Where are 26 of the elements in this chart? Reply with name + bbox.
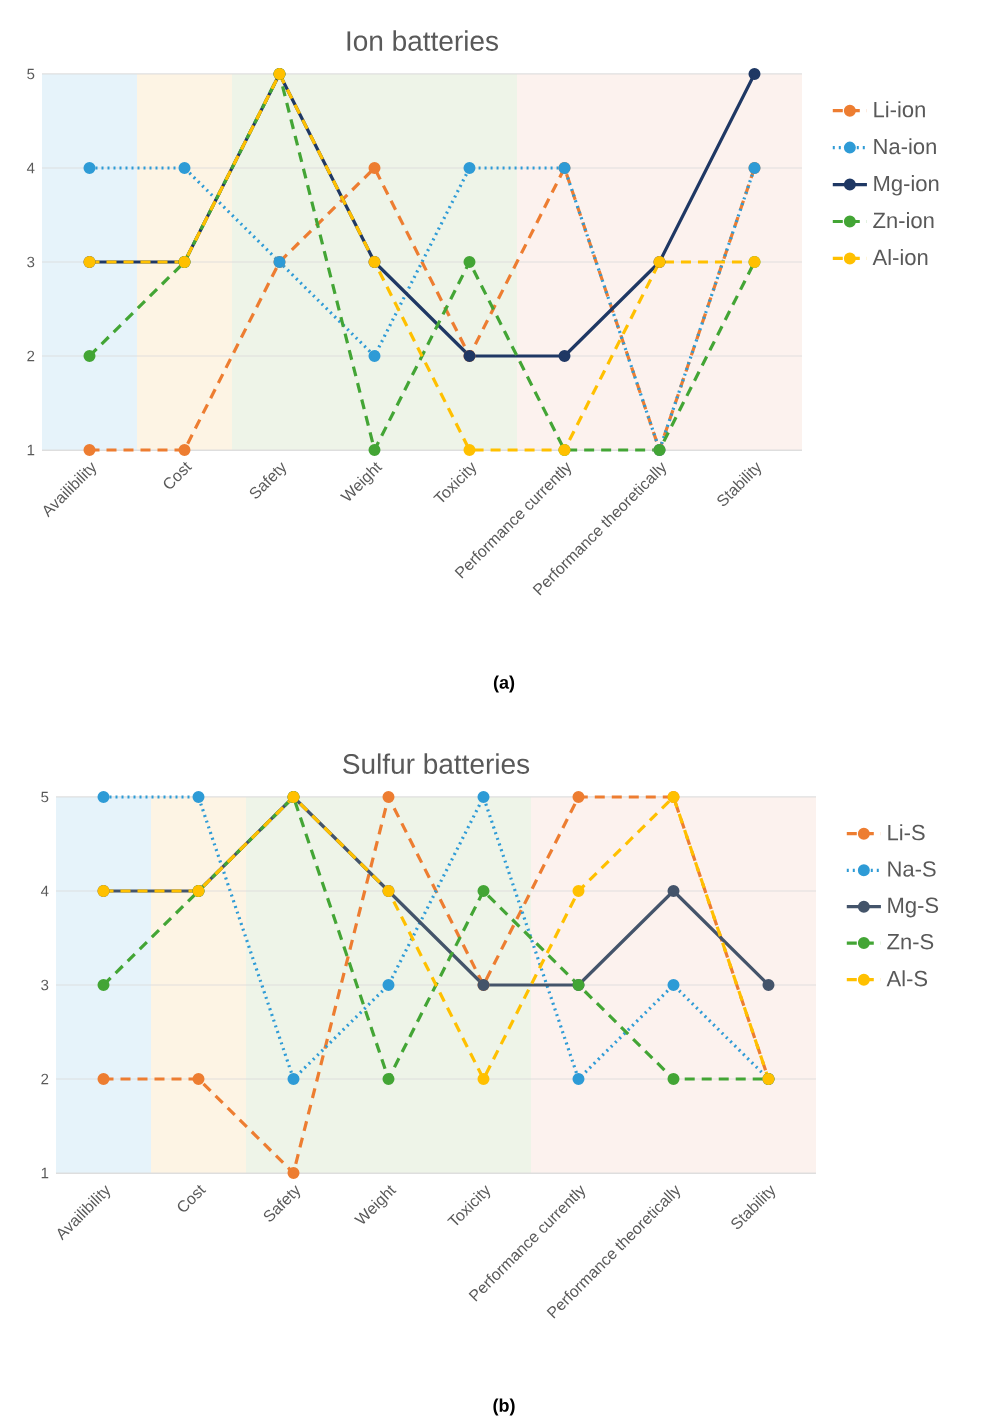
y-tick-label: 5	[41, 791, 49, 803]
y-tick-label: 4	[26, 162, 35, 174]
legend-label: Al-ion	[872, 248, 928, 266]
y-tick-label: 1	[41, 1167, 49, 1179]
y-tick-label: 2	[27, 350, 35, 362]
legend-label: Li-S	[888, 824, 925, 841]
y-tick-label: 4	[40, 885, 49, 897]
text: (b)	[493, 1398, 515, 1416]
legend-label: Al-S	[886, 970, 928, 987]
y-tick-label: 2	[41, 1073, 49, 1085]
chart-title: Ion batteries	[347, 30, 498, 51]
legend-label: Zn-S	[887, 933, 934, 950]
y-tick-label: 3	[27, 256, 35, 268]
y-tick-label: 3	[41, 979, 49, 991]
x-tick-label: Cost	[177, 1184, 207, 1212]
legend-label: Mg-ion	[874, 175, 939, 196]
legend-label: Mg-S	[888, 897, 939, 918]
legend-label: Na-S	[888, 861, 936, 877]
legend-label: Na-ion	[874, 138, 936, 155]
x-tick-label: Cost	[163, 461, 193, 489]
chart-title: Sulfur batteries	[343, 753, 530, 774]
y-tick-label: 1	[27, 444, 35, 456]
text: (a)	[493, 675, 515, 693]
legend-label: Li-ion	[874, 101, 925, 118]
y-tick-label: 5	[27, 68, 35, 80]
legend-label: Zn-ion	[873, 212, 934, 229]
